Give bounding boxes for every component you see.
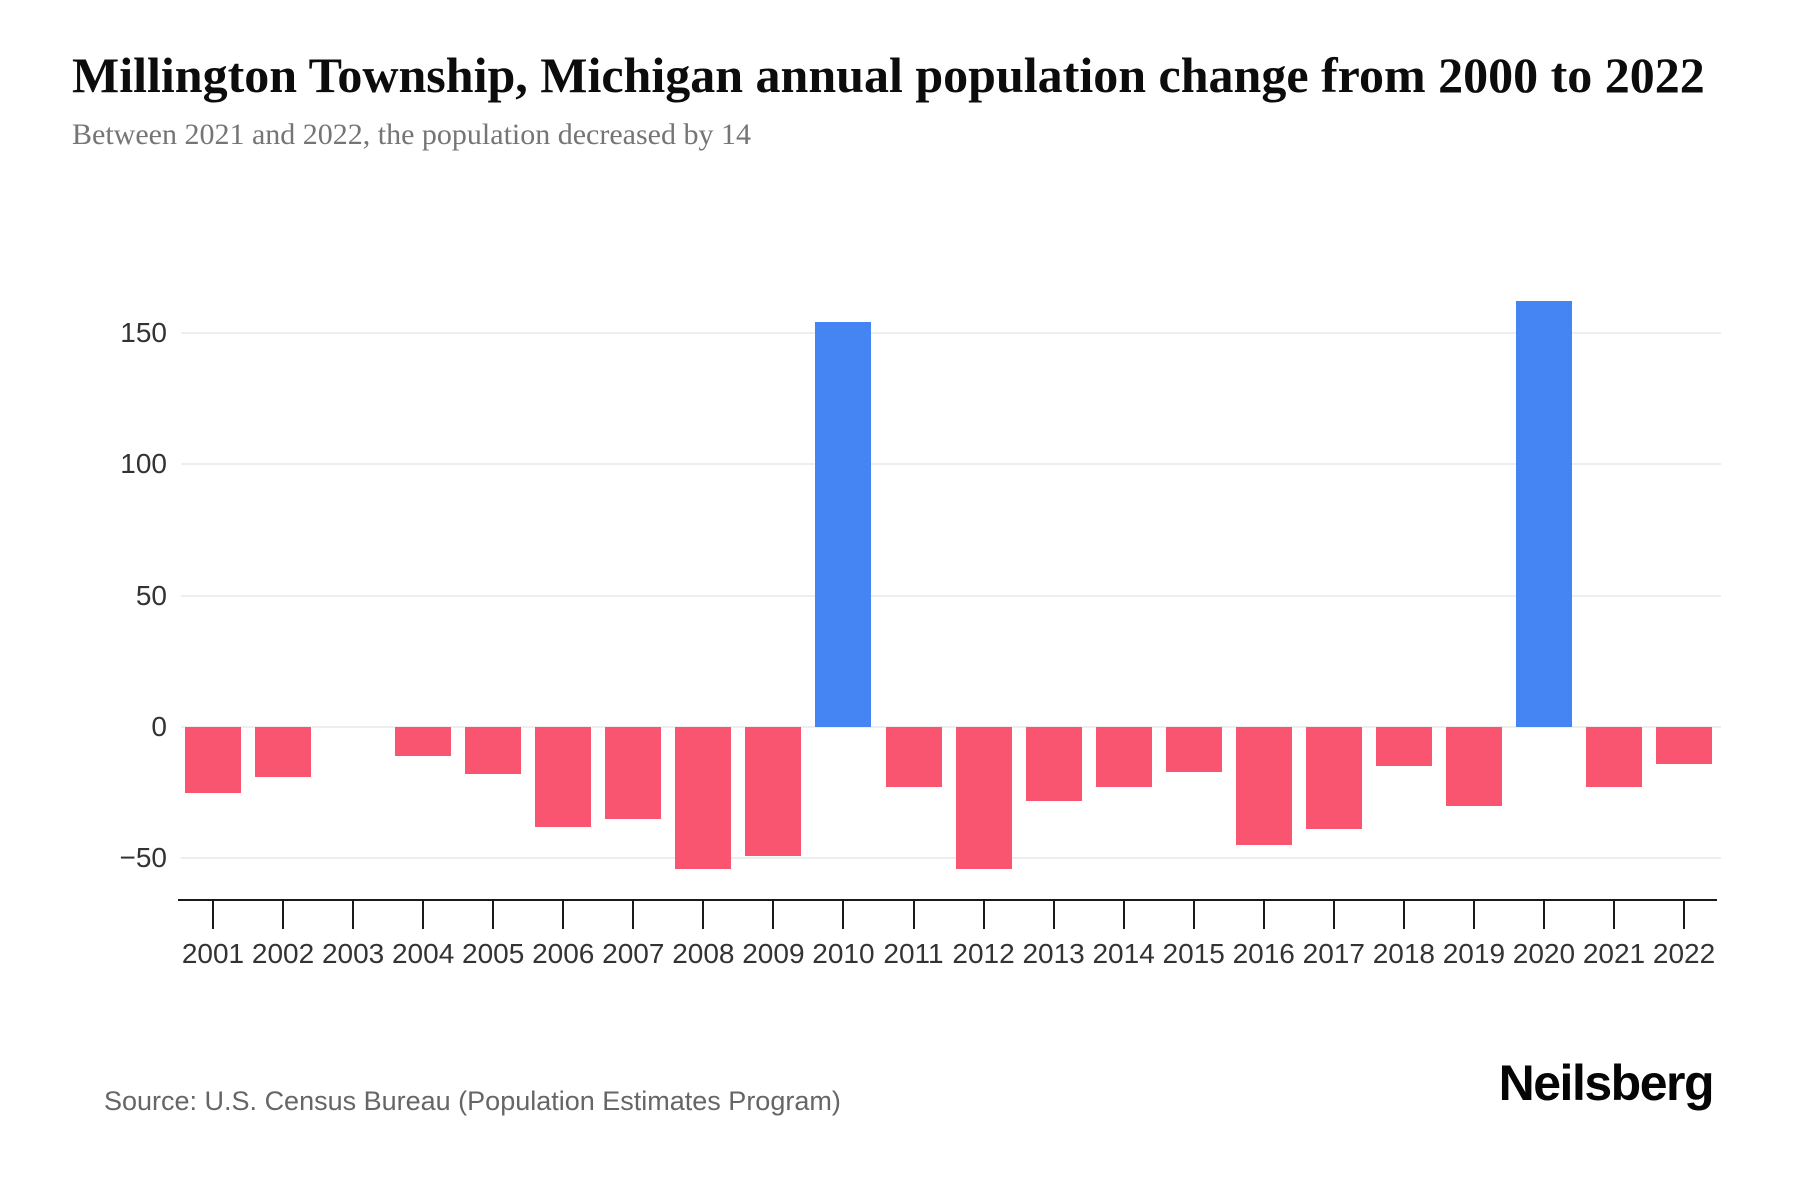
neilsberg-logo: Neilsberg (1498, 1055, 1715, 1111)
x-tick-2013 (1052, 900, 1055, 929)
x-tick-2015 (1192, 900, 1195, 929)
bar-2018[interactable] (1375, 727, 1432, 767)
bar-2011[interactable] (885, 727, 942, 788)
bar-2008[interactable] (675, 727, 732, 869)
x-tick-2011 (912, 900, 915, 929)
gridline-50 (181, 594, 1721, 597)
x-axis-label-2005: 2005 (462, 938, 525, 969)
x-axis-label-2016: 2016 (1232, 938, 1295, 969)
x-axis-label-2019: 2019 (1442, 938, 1506, 969)
y-axis-label-150: 150 (120, 316, 167, 348)
x-axis-label-2001: 2001 (181, 938, 245, 969)
bar-2001[interactable] (185, 727, 241, 793)
bar-2013[interactable] (1025, 727, 1082, 801)
x-axis-label-2018: 2018 (1372, 938, 1435, 969)
x-tick-2001 (212, 900, 214, 929)
x-axis-label-2004: 2004 (391, 938, 455, 969)
bar-2016[interactable] (1235, 727, 1292, 846)
x-tick-2009 (772, 900, 775, 929)
x-axis-label-2002: 2002 (251, 938, 315, 969)
bar-2022[interactable] (1656, 727, 1713, 764)
x-tick-2016 (1262, 900, 1265, 929)
x-tick-2017 (1332, 900, 1335, 929)
x-tick-2002 (282, 900, 285, 929)
x-tick-2022 (1683, 900, 1686, 929)
bar-2010[interactable] (815, 322, 872, 727)
x-axis-label-2007: 2007 (602, 938, 665, 969)
x-axis-label-2006: 2006 (532, 938, 595, 969)
x-tick-2007 (632, 900, 635, 929)
x-axis-label-2014: 2014 (1092, 938, 1155, 969)
x-axis-label-2022: 2022 (1652, 938, 1716, 969)
bar-2005[interactable] (465, 727, 522, 775)
chart-title: Millington Township, Michigan annual pop… (72, 47, 1705, 103)
chart-subtitle: Between 2021 and 2022, the population de… (72, 118, 751, 151)
x-tick-2005 (492, 900, 495, 929)
x-axis-label-2020: 2020 (1512, 938, 1576, 969)
x-tick-2003 (352, 900, 355, 929)
x-axis-line (178, 899, 1717, 901)
x-axis-label-2017: 2017 (1302, 938, 1365, 969)
bar-2019[interactable] (1445, 727, 1502, 806)
gridline--50 (181, 857, 1721, 860)
x-tick-2014 (1122, 900, 1125, 929)
x-tick-2006 (562, 900, 565, 929)
y-axis-label-50: 50 (135, 579, 167, 611)
bar-2017[interactable] (1305, 727, 1362, 830)
x-tick-2021 (1613, 900, 1615, 929)
x-tick-2008 (702, 900, 705, 929)
x-tick-2010 (842, 900, 845, 929)
x-tick-2020 (1542, 900, 1545, 929)
x-axis-label-2013: 2013 (1022, 938, 1085, 969)
gridline-0 (181, 726, 1721, 728)
bar-2021[interactable] (1586, 727, 1642, 788)
x-tick-2012 (982, 900, 985, 929)
x-axis-label-2009: 2009 (742, 938, 805, 969)
y-axis-label-0: 0 (151, 711, 167, 742)
bar-2002[interactable] (255, 727, 312, 777)
x-axis-label-2021: 2021 (1582, 938, 1646, 969)
x-axis-label-2008: 2008 (672, 938, 735, 969)
bar-2020[interactable] (1515, 301, 1572, 727)
source-attribution: Source: U.S. Census Bureau (Population E… (104, 1086, 841, 1116)
x-tick-2004 (422, 900, 425, 929)
bar-2004[interactable] (395, 727, 452, 756)
x-tick-2019 (1472, 900, 1475, 929)
y-axis-label--50: −50 (119, 842, 168, 874)
bar-2007[interactable] (605, 727, 662, 819)
gridline-150 (181, 331, 1721, 334)
bar-2009[interactable] (745, 727, 802, 856)
bar-2012[interactable] (955, 727, 1012, 869)
x-axis-label-2010: 2010 (812, 938, 875, 969)
x-axis-label-2011: 2011 (883, 938, 944, 969)
x-axis-label-2015: 2015 (1162, 938, 1225, 969)
bar-2014[interactable] (1095, 727, 1152, 788)
y-axis-label-100: 100 (120, 448, 167, 480)
x-tick-2018 (1402, 900, 1405, 929)
bar-2015[interactable] (1165, 727, 1222, 772)
x-axis-label-2012: 2012 (952, 938, 1015, 969)
x-axis-label-2003: 2003 (321, 938, 385, 969)
gridline-100 (181, 463, 1721, 466)
bar-2006[interactable] (535, 727, 592, 827)
